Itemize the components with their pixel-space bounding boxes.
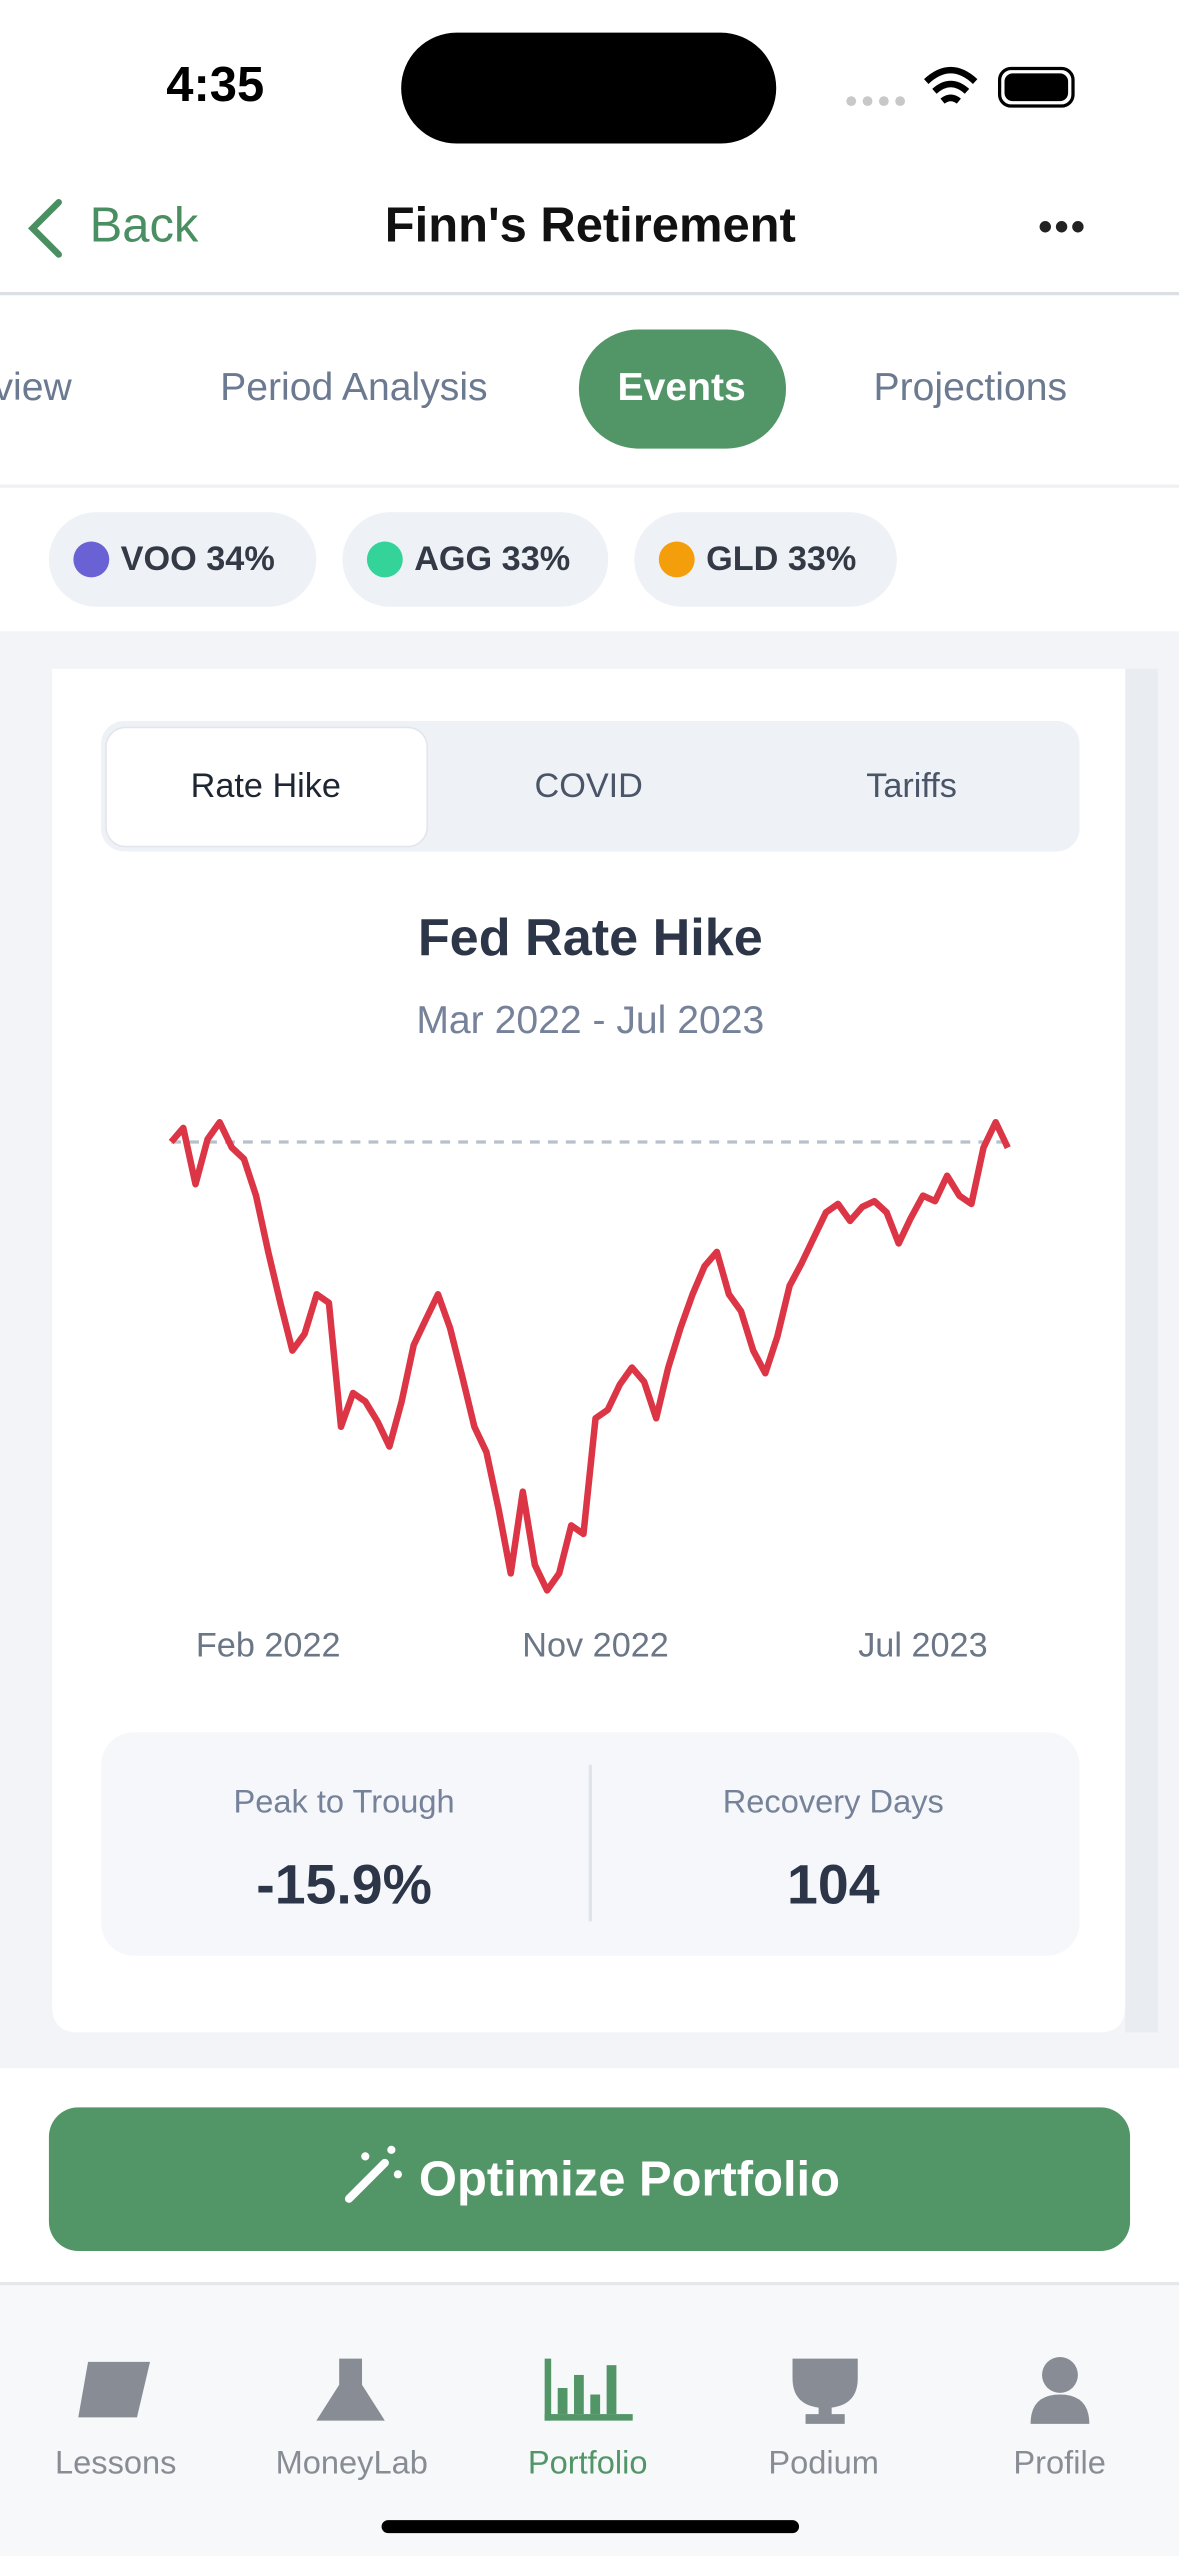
- tab-bar-label[interactable]: Profile: [1013, 2443, 1105, 2480]
- stat-value: 104: [787, 1853, 880, 1915]
- chart-title: Fed Rate Hike: [418, 909, 763, 967]
- x-tick-label: Feb 2022: [196, 1626, 341, 1664]
- battery-level: [1004, 73, 1069, 102]
- shadow: [1125, 668, 1158, 2033]
- allocation-chip[interactable]: [48, 512, 317, 607]
- profile-head: [1042, 2357, 1078, 2393]
- x-tick-label: Nov 2022: [522, 1626, 669, 1664]
- sparkles: [361, 2145, 402, 2179]
- signal: [846, 96, 906, 107]
- segment-selected: [105, 726, 429, 848]
- tab[interactable]: Events: [617, 366, 745, 409]
- stat-value: -15.9%: [256, 1853, 432, 1915]
- podium-icon: [792, 2358, 858, 2424]
- stat-label: Recovery Days: [723, 1783, 944, 1820]
- stat-label: Peak to Trough: [234, 1783, 455, 1820]
- lessons-icon: [78, 2361, 151, 2418]
- battery: [997, 66, 1075, 108]
- nav-title: Finn's Retirement: [385, 198, 796, 252]
- tab-icons: [78, 2357, 1090, 2424]
- event-card: [52, 668, 1126, 2033]
- moneylab-icon: [316, 2358, 385, 2421]
- tab-bar-label[interactable]: Lessons: [55, 2443, 176, 2480]
- segment[interactable]: Rate Hike: [191, 767, 341, 805]
- wifi-icon: [924, 66, 978, 104]
- home-indicator: [381, 2520, 800, 2534]
- tab[interactable]: Projections: [874, 366, 1068, 409]
- tab-bar-label[interactable]: Portfolio: [528, 2443, 648, 2480]
- x-tick-label: Jul 2023: [858, 1626, 987, 1664]
- portfolio-icon: [544, 2358, 633, 2421]
- tab[interactable]: Period Analysis: [220, 366, 487, 409]
- tab[interactable]: Overview: [0, 366, 72, 409]
- segment[interactable]: COVID: [534, 767, 642, 805]
- back-button[interactable]: Back: [90, 198, 199, 252]
- chip-dot: [73, 541, 110, 578]
- active-tab-pill: [578, 329, 786, 449]
- more-button[interactable]: [1039, 221, 1084, 233]
- chip-dot: [658, 541, 695, 578]
- clock: 4:35: [166, 58, 264, 112]
- optimize-label[interactable]: Optimize Portfolio: [419, 2152, 840, 2206]
- wand-icon: [344, 2158, 389, 2203]
- chip-label: AGG 33%: [414, 540, 570, 578]
- allocation-chip[interactable]: [634, 512, 897, 607]
- tab-bar-label[interactable]: MoneyLab: [276, 2443, 428, 2480]
- chip-dot: [366, 541, 403, 578]
- back-chevron[interactable]: [28, 198, 62, 258]
- segment[interactable]: Tariffs: [866, 767, 957, 805]
- chip-label: VOO 34%: [121, 540, 275, 578]
- chart-subtitle: Mar 2022 - Jul 2023: [416, 999, 764, 1042]
- dynamic-island: [401, 32, 777, 144]
- tab-bar-label[interactable]: Podium: [768, 2443, 879, 2480]
- optimize-button[interactable]: [48, 2107, 1131, 2251]
- profile-body: [1030, 2394, 1090, 2424]
- allocation-chip[interactable]: [342, 512, 609, 607]
- chip-label: GLD 33%: [706, 540, 856, 578]
- portfolio-line: [168, 1118, 1011, 1594]
